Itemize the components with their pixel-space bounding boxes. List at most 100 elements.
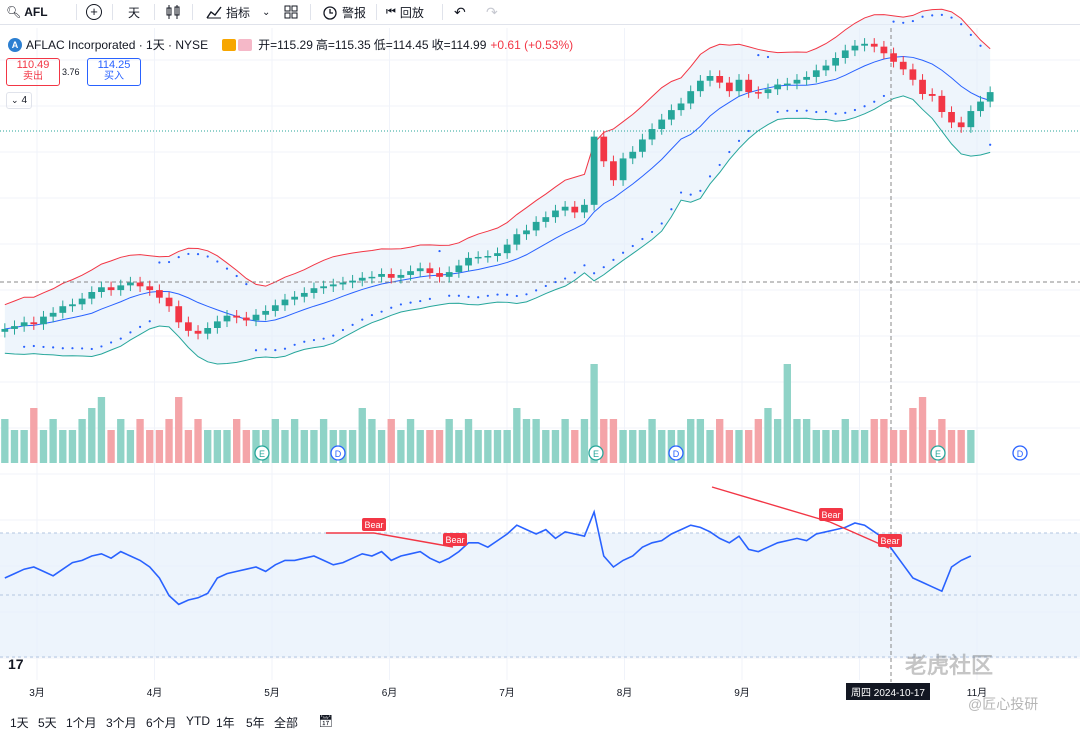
sar-dot	[844, 111, 847, 114]
buy-button[interactable]: 114.25 买入	[87, 58, 141, 86]
sar-dot	[621, 251, 625, 254]
candle-body	[590, 136, 598, 205]
sell-button[interactable]: 110.49 卖出	[6, 58, 60, 86]
sar-dot	[399, 303, 402, 306]
divergence-line	[711, 486, 831, 523]
sar-dot	[274, 349, 277, 352]
dividend-marker	[1012, 445, 1028, 461]
candle-body	[117, 285, 125, 291]
volume-bar	[909, 408, 917, 463]
rewind-icon: ⏮︎	[386, 5, 396, 18]
compare-button[interactable]: +	[86, 0, 102, 24]
candle-body	[783, 83, 791, 86]
volume-bar	[406, 419, 415, 463]
volume-bar	[783, 364, 791, 463]
sar-dot	[612, 258, 615, 261]
volume-bar	[271, 419, 279, 463]
sar-dot	[264, 348, 267, 351]
sar-dot	[689, 193, 692, 196]
volume-bar	[464, 419, 473, 463]
volume-bar	[667, 430, 676, 463]
sar-dot	[979, 44, 982, 47]
replay-button[interactable]: ⏮︎ 回放	[386, 0, 424, 24]
sar-dot	[718, 163, 721, 167]
candle-body	[98, 287, 105, 292]
candle-body	[629, 151, 637, 159]
volume-bar	[146, 430, 154, 463]
sar-dot	[873, 100, 876, 103]
range-3m[interactable]: 3个月	[106, 716, 137, 730]
range-1d[interactable]: 1天	[10, 716, 29, 730]
volume-bar	[136, 419, 144, 463]
range-ytd[interactable]: YTD	[186, 714, 210, 728]
x-axis-label: 7月	[499, 687, 515, 699]
volume-bar	[117, 419, 125, 463]
sar-dot	[380, 310, 383, 313]
candle-body	[513, 234, 521, 245]
candle-body	[69, 304, 76, 307]
volume-bar	[648, 419, 656, 463]
redo-icon: ↷	[486, 3, 498, 20]
range-1y[interactable]: 1年	[216, 716, 235, 730]
interval-button[interactable]: 天	[128, 0, 140, 24]
volume-bar	[290, 419, 299, 463]
candle-body	[581, 204, 588, 213]
candle-body	[1, 328, 9, 332]
sar-dot	[467, 295, 470, 298]
tradingview-logo: 17	[8, 656, 24, 672]
volume-bar	[310, 430, 318, 463]
volume-bar	[233, 419, 241, 463]
candle-body	[368, 276, 376, 279]
redo-button[interactable]: ↷	[486, 0, 498, 24]
candle-body	[696, 80, 704, 92]
volume-bar	[687, 419, 695, 463]
candle-body	[870, 43, 878, 47]
volume-bar	[107, 430, 115, 463]
range-5d[interactable]: 5天	[38, 716, 57, 730]
volume-bar	[851, 430, 859, 463]
volume-bar	[860, 430, 869, 463]
earnings-marker-label: E	[593, 449, 599, 459]
volume-bar	[880, 419, 888, 463]
volume-bar	[571, 430, 579, 463]
range-5y[interactable]: 5年	[246, 716, 265, 730]
sar-dot	[728, 150, 731, 154]
volume-bar	[831, 430, 840, 463]
date-range-icon[interactable]: 📅︎	[318, 714, 334, 728]
candle-body	[716, 76, 724, 83]
sar-dot	[583, 264, 586, 267]
sar-dot	[61, 347, 64, 350]
buy-price: 114.25	[97, 59, 131, 71]
sar-dot	[708, 175, 712, 178]
chevron-down-icon: ⌄	[10, 95, 19, 105]
chart-type-button[interactable]	[166, 0, 180, 24]
sar-dot	[766, 55, 770, 59]
symbol-label: AFL	[24, 5, 48, 19]
candle-body	[30, 322, 38, 325]
range-1m[interactable]: 1个月	[66, 716, 97, 730]
candle-body	[310, 288, 318, 293]
candle-body	[165, 297, 173, 307]
indicator-collapse-button[interactable]: ⌄ 4	[6, 92, 32, 109]
sar-dot	[969, 33, 972, 36]
session-icon	[238, 38, 253, 51]
volume-bar	[435, 430, 444, 463]
volume-bar	[918, 397, 927, 463]
volume-bar	[59, 430, 67, 463]
sar-dot	[679, 191, 683, 194]
range-all[interactable]: 全部	[274, 716, 299, 730]
range-6m[interactable]: 6个月	[146, 716, 177, 730]
layout-button[interactable]	[284, 0, 298, 24]
dividend-marker	[668, 445, 684, 461]
symbol-search[interactable]: 🔍︎ AFL	[6, 0, 48, 24]
x-axis-label: 6月	[382, 687, 398, 699]
indicators-button[interactable]: 指标	[206, 0, 250, 24]
volume-bar	[49, 419, 57, 463]
indicators-dropdown[interactable]: ⌄	[262, 0, 270, 24]
volume-bar	[1, 419, 9, 463]
undo-button[interactable]: ↶	[454, 0, 466, 24]
alerts-button[interactable]: 警报	[322, 0, 366, 24]
sar-dot	[71, 347, 74, 350]
volume-bar	[841, 419, 849, 463]
